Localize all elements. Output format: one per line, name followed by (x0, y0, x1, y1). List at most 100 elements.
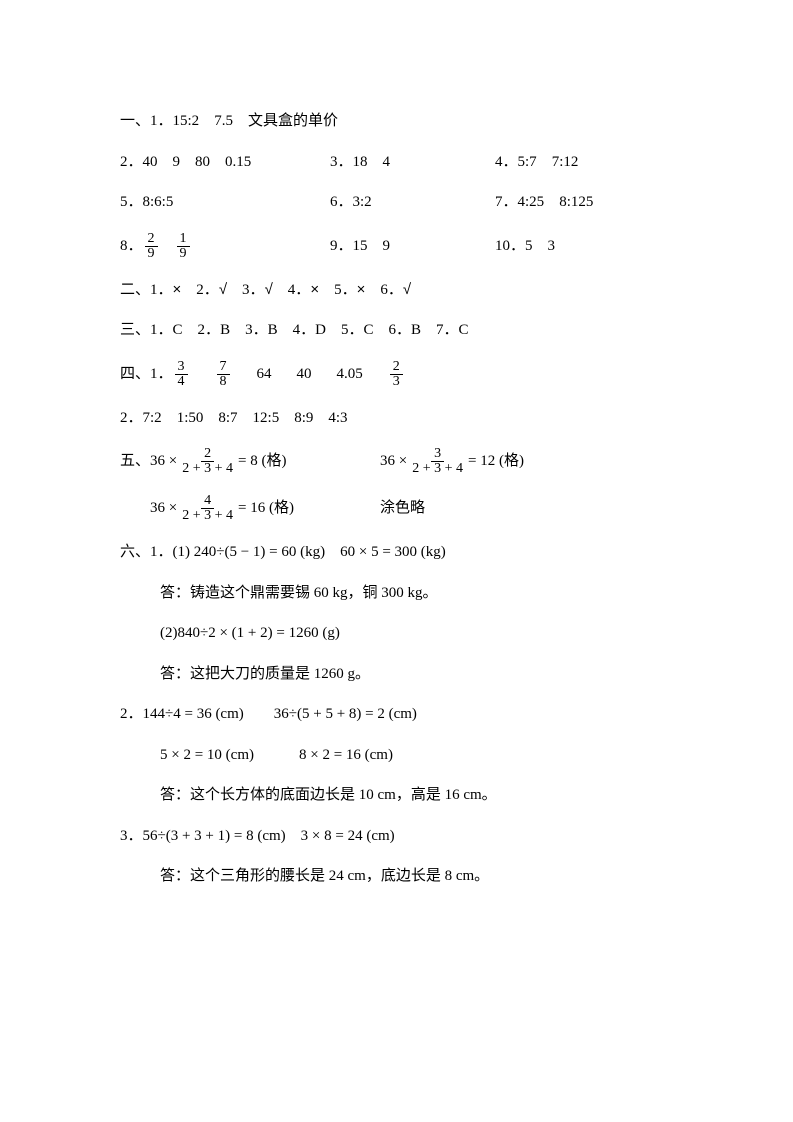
mark: × (310, 279, 319, 302)
text: 5:7 (518, 151, 537, 174)
answer-key-content: 一、1． 15:2 7.5 文具盒的单价 2． 40 9 80 0.15 3． … (120, 110, 690, 906)
text: 36 × (150, 450, 177, 473)
denominator: 9 (177, 247, 190, 261)
text: = 12 (格) (468, 450, 524, 473)
mark: √ (219, 279, 227, 302)
item-number: 3． (242, 279, 265, 302)
text: 8:7 (218, 407, 237, 430)
denominator: 2 + 3 + 4 (409, 462, 466, 476)
text: 36 × (150, 497, 177, 520)
text: 40 (297, 363, 312, 386)
text: 2． (120, 407, 143, 430)
s6-line1: 六、1．(1) 240÷(5 − 1) = 60 (kg) 60 × 5 = 3… (120, 541, 690, 564)
answer: C (173, 319, 183, 342)
item-number: 4． (288, 279, 311, 302)
text: 二、 (120, 279, 150, 302)
fraction: 3 4 (175, 360, 188, 389)
text: 6． (330, 191, 353, 214)
text: = 8 (格) (238, 450, 286, 473)
item-number: 7． (436, 319, 459, 342)
text: 15 (353, 235, 368, 258)
mark: × (173, 279, 182, 302)
text: 4． (495, 151, 518, 174)
s3: 三、 1．C2．B3．B4．D5．C6．B7．C (120, 319, 690, 342)
numerator: 7 (217, 360, 230, 375)
denominator: 9 (145, 247, 158, 261)
answer: C (363, 319, 373, 342)
text: 答：这把大刀的质量是 1260 g。 (160, 663, 370, 686)
text: 答：铸造这个鼎需要锡 60 kg，铜 300 kg。 (160, 582, 438, 605)
denominator: 8 (217, 375, 230, 389)
fraction: 3 2 + 3 + 4 (409, 447, 466, 476)
answer: D (315, 319, 326, 342)
text: 80 (195, 151, 210, 174)
text: 7． (495, 191, 518, 214)
text: (2)840÷2 × (1 + 2) = 1260 (g) (160, 622, 340, 645)
answer: C (459, 319, 469, 342)
text: 7:2 (143, 407, 162, 430)
s6-line2: (2)840÷2 × (1 + 2) = 1260 (g) (160, 622, 690, 645)
s6-ans2: 答：这把大刀的质量是 1260 g。 (160, 663, 690, 686)
text: 文具盒的单价 (248, 110, 338, 133)
item-number: 2． (198, 319, 221, 342)
text: 3 (548, 235, 556, 258)
item-number: 6． (389, 319, 412, 342)
text: 4 (383, 151, 391, 174)
s1-line2: 2． 40 9 80 0.15 3． 18 4 4． 5:7 7:12 (120, 151, 690, 174)
answer: B (411, 319, 421, 342)
s6-line3: 2．144÷4 = 36 (cm) 36÷(5 + 5 + 8) = 2 (cm… (120, 703, 690, 726)
text: 5． (120, 191, 143, 214)
s4-line1: 四、1． 3 4 7 8 64 40 4.05 2 3 (120, 360, 690, 389)
text: 三、 (120, 319, 150, 342)
s5-line1: 五、 36 × 2 2 + 3 + 4 = 8 (格) 36 × 3 2 + 3… (120, 447, 690, 476)
denominator: 3 (390, 375, 403, 389)
item-number: 3． (245, 319, 268, 342)
denominator: 4 (175, 375, 188, 389)
s1-line1: 一、1． 15:2 7.5 文具盒的单价 (120, 110, 690, 133)
fraction: 1 9 (177, 232, 190, 261)
text: 7.5 (214, 110, 233, 133)
text: 8:6:5 (143, 191, 174, 214)
mark: √ (403, 279, 411, 302)
text: 36 × (380, 450, 407, 473)
denominator: 2 + 3 + 4 (179, 462, 236, 476)
text: 1:50 (177, 407, 204, 430)
s4-line2: 2． 7:2 1:50 8:7 12:5 8:9 4:3 (120, 407, 690, 430)
s2: 二、 1．×2．√3．√4．×5．×6．√ (120, 279, 690, 302)
text: 7:12 (552, 151, 579, 174)
text: = 16 (格) (238, 497, 294, 520)
text: 5 (525, 235, 533, 258)
text: 答：这个长方体的底面边长是 10 cm，高是 16 cm。 (160, 784, 497, 807)
text: 8:9 (294, 407, 313, 430)
text: 2． (120, 151, 143, 174)
denominator: 2 + 3 + 4 (179, 509, 236, 523)
text: 3:2 (353, 191, 372, 214)
numerator: 2 (390, 360, 403, 375)
text: 10． (495, 235, 525, 258)
text: 答：这个三角形的腰长是 24 cm，底边长是 8 cm。 (160, 865, 489, 888)
fraction: 2 2 + 3 + 4 (179, 447, 236, 476)
text: 15:2 (173, 110, 200, 133)
answer: B (268, 319, 278, 342)
numerator: 4 (201, 494, 214, 509)
s6-ans1: 答：铸造这个鼎需要锡 60 kg，铜 300 kg。 (160, 582, 690, 605)
text: 9 (173, 151, 181, 174)
text: 2．144÷4 = 36 (cm) 36÷(5 + 5 + 8) = 2 (cm… (120, 703, 417, 726)
s1-line4: 8． 2 9 1 9 9． 15 9 10． 5 3 (120, 232, 690, 261)
text: 0.15 (225, 151, 251, 174)
s6-line5: 3．56÷(3 + 3 + 1) = 8 (cm) 3 × 8 = 24 (cm… (120, 825, 690, 848)
item-number: 1． (150, 319, 173, 342)
s6-line4: 5 × 2 = 10 (cm) 8 × 2 = 16 (cm) (160, 744, 690, 767)
fraction: 2 3 (390, 360, 403, 389)
text: 12:5 (253, 407, 280, 430)
text: 4.05 (337, 363, 363, 386)
text: 4:25 (518, 191, 545, 214)
text: 五、 (120, 450, 150, 473)
item-number: 6． (380, 279, 403, 302)
text: 四、1． (120, 363, 173, 386)
text: 9． (330, 235, 353, 258)
s5-line2: 36 × 4 2 + 3 + 4 = 16 (格) 涂色略 (120, 494, 690, 523)
text: 8． (120, 235, 143, 258)
mark: √ (265, 279, 273, 302)
s1-line3: 5． 8:6:5 6． 3:2 7． 4:25 8:125 (120, 191, 690, 214)
